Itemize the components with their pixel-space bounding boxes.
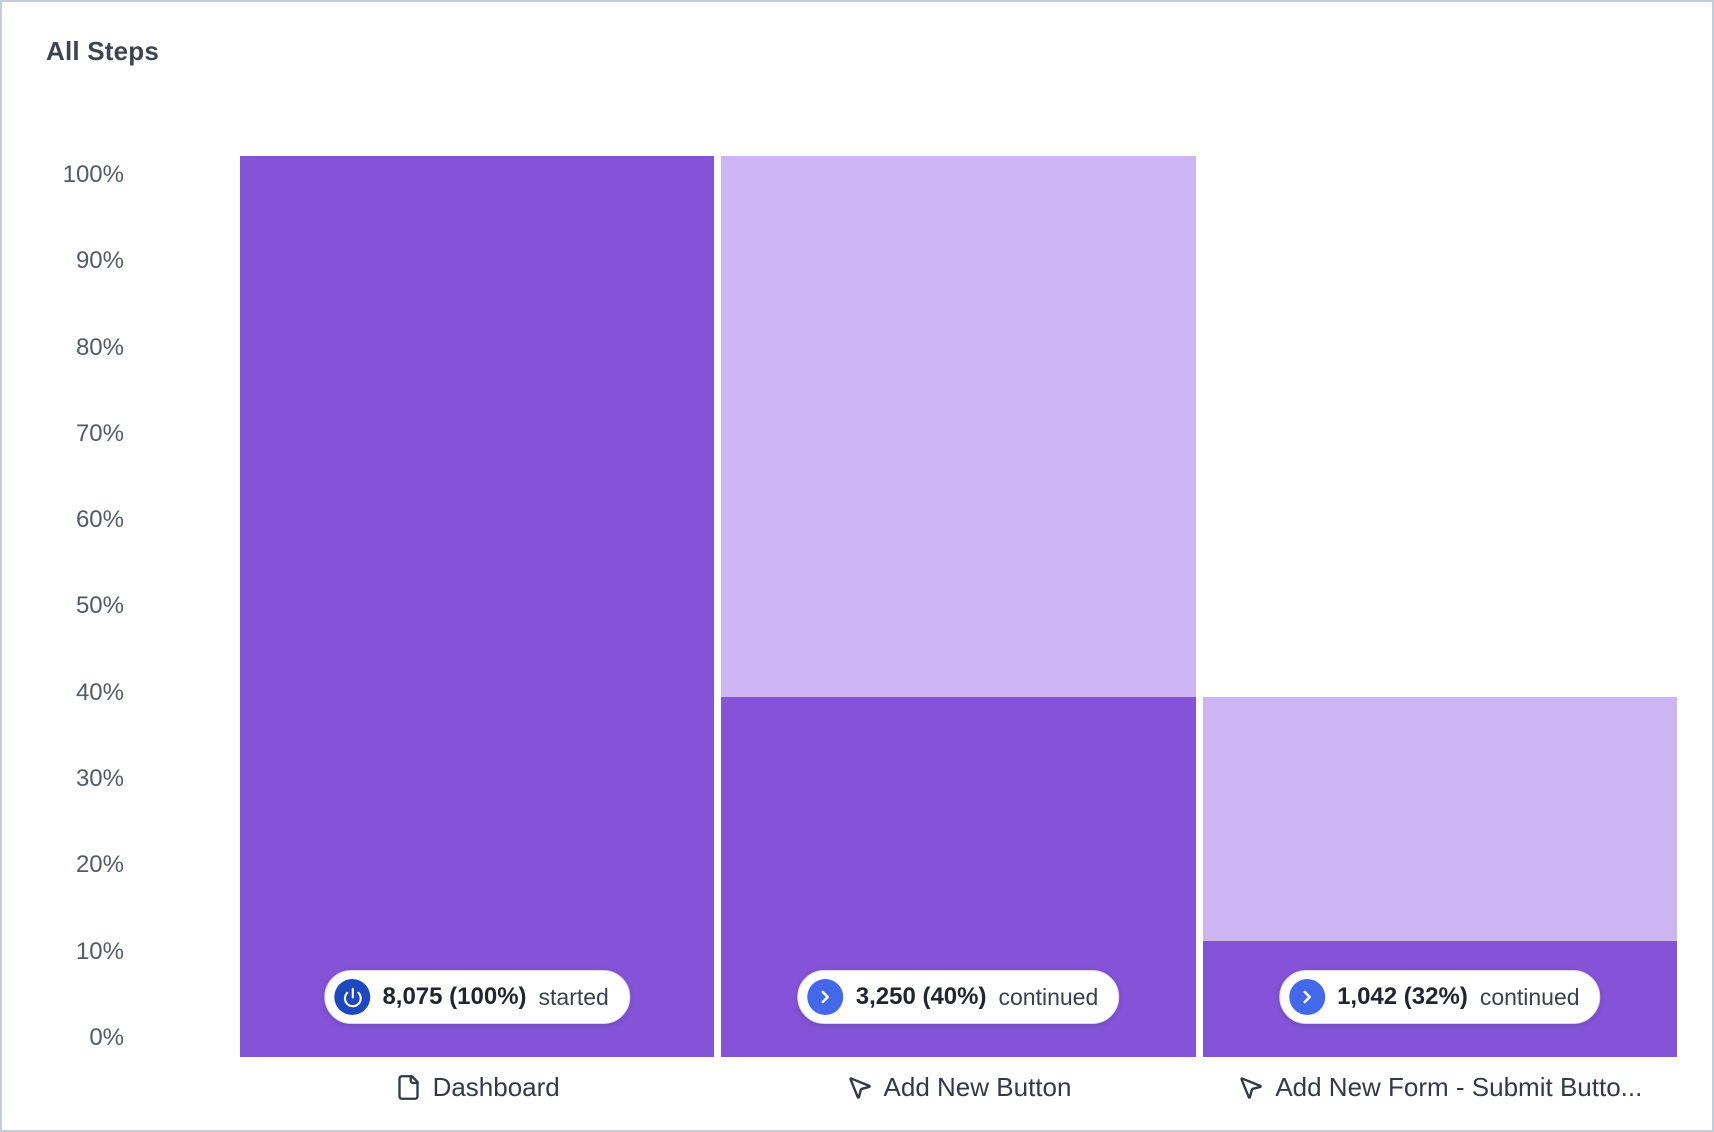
mouse-pointer-icon — [848, 1076, 871, 1099]
chevron-right-icon — [807, 979, 844, 1015]
step-status: continued — [1479, 983, 1580, 1010]
chevron-right-icon — [1289, 979, 1326, 1015]
y-tick: 80% — [75, 333, 124, 361]
x-label-text: Dashboard — [432, 1071, 560, 1102]
step-count: 1,042 (32%) — [1337, 983, 1468, 1010]
funnel-bar-dashboard: 8,075 (100%) started — [240, 156, 715, 1057]
x-label-text: Add New Button — [883, 1071, 1072, 1102]
step-badge[interactable]: 3,250 (40%) continued — [797, 970, 1120, 1024]
step-badge[interactable]: 8,075 (100%) started — [324, 970, 630, 1024]
file-icon — [397, 1074, 419, 1100]
funnel-bar-add-new-form-submit: 1,042 (32%) continued — [1202, 156, 1677, 1057]
converted-segment[interactable] — [240, 156, 715, 1057]
y-tick: 10% — [75, 937, 124, 965]
x-label-add-new-form-submit: Add New Form - Submit Butto... — [1203, 1065, 1677, 1109]
step-count: 3,250 (40%) — [855, 983, 987, 1010]
y-tick: 40% — [75, 678, 124, 706]
x-label-add-new-button: Add New Button — [721, 1065, 1195, 1109]
y-tick: 100% — [62, 161, 124, 188]
power-icon — [334, 979, 371, 1015]
funnel-bar-add-new-button: 3,250 (40%) continued — [721, 156, 1196, 1057]
y-tick: 50% — [75, 592, 124, 620]
plot-area: 8,075 (100%) started 3,250 (40%) continu… — [240, 156, 1677, 1057]
x-axis: Dashboard Add New Button Add New Form - … — [240, 1065, 1677, 1109]
y-tick: 0% — [89, 1023, 124, 1051]
y-tick: 60% — [75, 506, 124, 534]
step-status: continued — [998, 983, 1099, 1010]
x-label-text: Add New Form - Submit Butto... — [1275, 1071, 1643, 1102]
dropoff-segment[interactable] — [721, 156, 1196, 697]
y-tick: 20% — [75, 851, 124, 879]
x-label-dashboard: Dashboard — [240, 1065, 714, 1109]
step-count: 8,075 (100%) — [382, 983, 527, 1010]
chart-title: All Steps — [46, 36, 160, 66]
step-status: started — [538, 983, 609, 1010]
mouse-pointer-icon — [1240, 1076, 1263, 1099]
y-tick: 90% — [75, 247, 124, 275]
y-tick: 30% — [75, 765, 124, 793]
y-axis: 100% 90% 80% 70% 60% 50% 40% 30% 20% 10% 0% — [2, 156, 124, 1057]
step-badge[interactable]: 1,042 (32%) continued — [1279, 970, 1601, 1024]
dropoff-segment[interactable] — [1202, 696, 1677, 941]
y-tick: 70% — [75, 419, 124, 447]
